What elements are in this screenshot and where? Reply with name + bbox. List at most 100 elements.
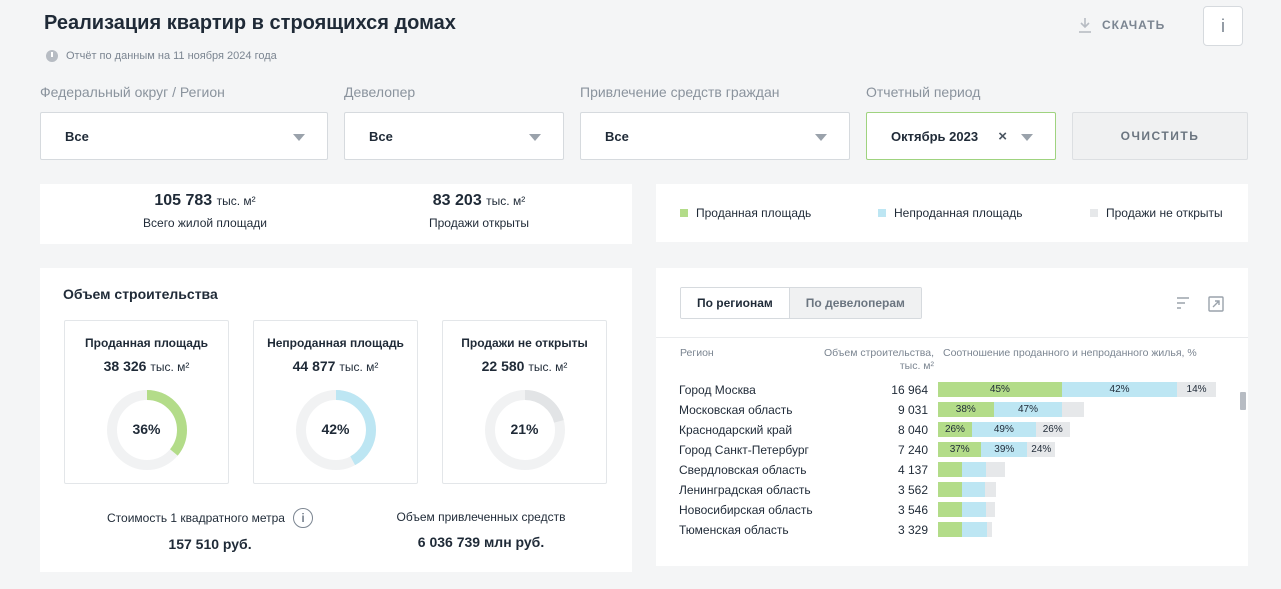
ratio-bar <box>938 522 992 537</box>
sold-segment: 37% <box>938 442 982 457</box>
legend-item-sold: Проданная площадь <box>680 206 811 220</box>
not-open-area-box: Продажи не открыты 22 580 тыс. м² 21% <box>442 320 607 484</box>
table-row[interactable]: Тюменская область 3 329 <box>656 520 1236 540</box>
kpi-total-unit: тыс. м² <box>216 194 256 208</box>
funding-select[interactable]: Все <box>580 112 850 160</box>
info-button[interactable]: i <box>1203 6 1243 46</box>
region-volume: 3 329 <box>897 523 928 537</box>
info-icon: i <box>1221 15 1225 36</box>
sold-segment <box>938 482 962 497</box>
ratio-bar <box>938 462 1005 477</box>
sold-segment: 38% <box>938 402 994 417</box>
region-name: Московская область <box>679 403 793 417</box>
not-open-segment <box>986 522 992 537</box>
scrollbar-thumb[interactable] <box>1240 392 1246 410</box>
region-name: Ленинградская область <box>679 483 811 497</box>
region-name: Город Москва <box>679 383 756 397</box>
region-select-value: Все <box>65 128 89 144</box>
unsold-segment <box>961 482 986 497</box>
region-volume: 4 137 <box>897 463 928 477</box>
column-header-volume: Объем строительства, тыс. м² <box>806 347 934 373</box>
table-row[interactable]: Свердловская область 4 137 <box>656 460 1236 480</box>
table-row[interactable]: Краснодарский край 8 040 26% 49% 26% <box>656 420 1236 440</box>
not-open-segment <box>985 502 996 517</box>
unsold-area-donut <box>296 390 376 470</box>
not-open-segment <box>986 462 1005 477</box>
region-volume: 3 562 <box>897 483 928 497</box>
column-header-volume-line1: Объем строительства, <box>823 347 934 359</box>
kpi-opened-unit: тыс. м² <box>486 194 526 208</box>
tab-by-developers[interactable]: По девелоперам <box>789 288 921 318</box>
download-label: СКАЧАТЬ <box>1102 18 1166 32</box>
sort-icon[interactable] <box>1176 296 1190 315</box>
legend-swatch <box>680 209 688 217</box>
developer-filter-label: Девелопер <box>344 84 416 100</box>
sold-segment: 45% <box>938 382 1062 397</box>
region-name: Новосибирская область <box>679 503 813 517</box>
construction-volume-title: Объем строительства <box>63 286 218 302</box>
kpi-opened-label: Продажи открыты <box>428 216 530 230</box>
ratio-bar: 38% 47% <box>938 402 1085 417</box>
legend-item-unsold: Непроданная площадь <box>878 206 1022 220</box>
column-header-region: Регион <box>680 347 714 359</box>
ratio-bar <box>938 482 996 497</box>
unsold-segment <box>962 502 986 517</box>
raised-funds-value: 6 036 739 млн руб. <box>417 534 545 550</box>
unsold-segment: 42% <box>1061 382 1178 397</box>
not-open-segment: 26% <box>1035 422 1070 437</box>
unsold-segment <box>962 522 987 537</box>
table-row[interactable]: Ленинградская область 3 562 <box>656 480 1236 500</box>
funding-select-value: Все <box>605 128 629 144</box>
developer-select[interactable]: Все <box>344 112 564 160</box>
raised-funds-label: Объем привлеченных средств <box>396 510 566 524</box>
table-row[interactable]: Новосибирская область 3 546 <box>656 500 1236 520</box>
box-title: Непроданная площадь <box>267 336 404 350</box>
not-open-segment <box>1062 402 1085 417</box>
region-name: Краснодарский край <box>679 423 793 437</box>
unsold-segment: 47% <box>993 402 1063 417</box>
legend-label: Продажи не открыты <box>1106 206 1223 220</box>
unsold-area-box: Непроданная площадь 44 877 тыс. м² 42% <box>253 320 418 484</box>
legend-item-not-open: Продажи не открыты <box>1090 206 1223 220</box>
unsold-segment: 49% <box>971 422 1036 437</box>
legend: Проданная площадь Непроданная площадь Пр… <box>656 184 1248 242</box>
period-select[interactable]: Октябрь 2023 × <box>866 112 1056 160</box>
kpi-total: 105 783 тыс. м² Всего жилой площади <box>130 192 280 230</box>
tab-by-regions[interactable]: По регионам <box>681 288 790 318</box>
chevron-down-icon <box>293 134 305 141</box>
expand-icon[interactable] <box>1208 296 1224 317</box>
funding-filter-label: Привлечение средств граждан <box>580 84 780 100</box>
price-per-sqm: Стоимость 1 квадратного метра i 157 510 р… <box>80 508 340 552</box>
close-icon[interactable]: × <box>998 128 1007 145</box>
table-row[interactable]: Московская область 9 031 38% 47% <box>656 400 1236 420</box>
sold-segment <box>938 522 963 537</box>
kpi-opened: 83 203 тыс. м² Продажи открыты <box>404 192 554 230</box>
price-per-sqm-value: 157 510 руб. <box>168 536 252 552</box>
clock-icon <box>46 50 58 62</box>
kpi-opened-value: 83 203 <box>432 192 482 209</box>
box-unit: тыс. м² <box>528 360 568 374</box>
box-percent: 42% <box>321 421 350 437</box>
box-percent: 21% <box>510 421 539 437</box>
chevron-down-icon <box>1021 134 1033 141</box>
box-unit: тыс. м² <box>339 360 379 374</box>
page-title: Реализация квартир в строящихся домах <box>44 12 456 34</box>
box-title: Продажи не открыты <box>461 336 588 350</box>
not-open-area-donut <box>485 390 565 470</box>
chevron-down-icon <box>815 134 827 141</box>
table-row[interactable]: Город Москва 16 964 45% 42% 14% <box>656 380 1236 400</box>
region-volume: 9 031 <box>897 403 928 417</box>
region-volume: 7 240 <box>897 443 928 457</box>
clear-filters-button[interactable]: ОЧИСТИТЬ <box>1072 112 1248 160</box>
legend-swatch <box>878 209 886 217</box>
not-open-segment: 14% <box>1177 382 1216 397</box>
view-tabs: По регионам По девелоперам <box>680 287 922 319</box>
info-icon[interactable]: i <box>292 508 313 528</box>
download-button[interactable]: СКАЧАТЬ <box>1078 16 1165 34</box>
region-name: Тюменская область <box>679 523 789 537</box>
region-select[interactable]: Все <box>40 112 328 160</box>
table-row[interactable]: Город Санкт-Петербург 7 240 37% 39% 24% <box>656 440 1236 460</box>
divider <box>656 337 1248 338</box>
sold-area-box: Проданная площадь 38 326 тыс. м² 36% <box>64 320 229 484</box>
ratio-bar <box>938 502 996 517</box>
